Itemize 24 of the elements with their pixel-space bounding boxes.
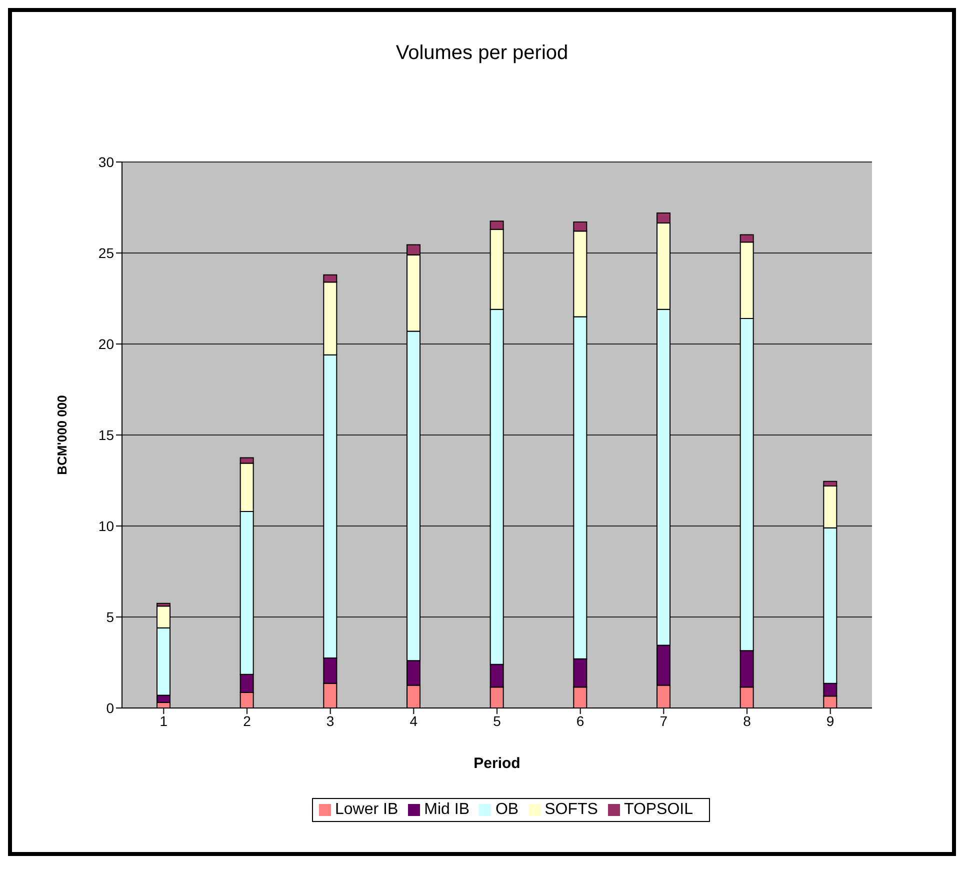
y-axis-title: BCM'000 000 <box>54 395 70 475</box>
y-tick-label: 0 <box>106 700 114 716</box>
x-tick-label: 1 <box>160 712 168 729</box>
x-tick-label: 9 <box>826 712 834 729</box>
legend-label: TOPSOIL <box>624 801 694 818</box>
x-tick-label: 2 <box>243 712 252 729</box>
x-tick-label: 3 <box>326 712 334 729</box>
y-tick-label: 30 <box>98 154 114 170</box>
y-tick-label: 20 <box>98 336 114 352</box>
x-tick-label: 4 <box>410 712 418 729</box>
x-tick-label: 5 <box>493 712 502 729</box>
y-tick-label: 15 <box>98 426 114 443</box>
x-tick-label: 7 <box>660 712 668 729</box>
x-tick-label: 6 <box>576 712 584 729</box>
legend-label: Lower IB <box>335 801 398 818</box>
x-tick-label: 8 <box>743 712 752 729</box>
chart-title: Volumes per period <box>394 42 570 65</box>
legend-label: Mid IB <box>424 801 470 818</box>
legend-label: OB <box>495 801 519 818</box>
legend-label: SOFTS <box>544 801 598 818</box>
y-tick-label: 10 <box>98 518 114 534</box>
y-tick-label: 25 <box>98 244 114 261</box>
x-axis-title: Period <box>474 755 520 772</box>
y-tick-label: 5 <box>106 608 114 625</box>
